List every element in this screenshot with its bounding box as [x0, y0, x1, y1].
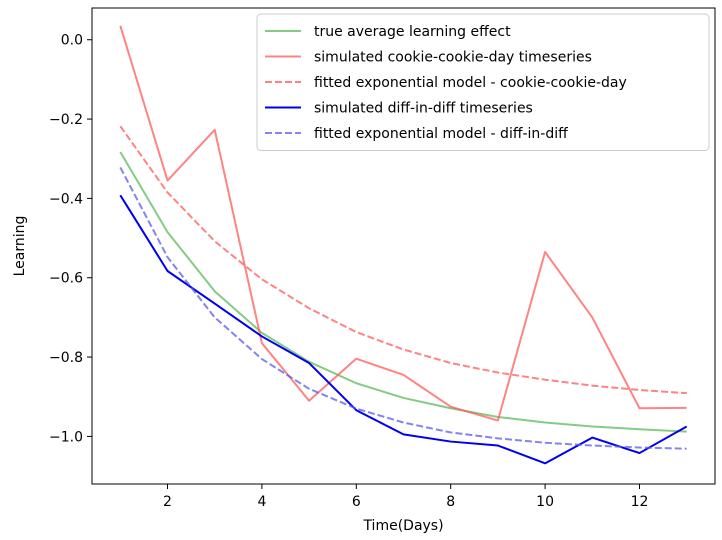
series-line-simulated-diff-in-diff-timeseries [119, 194, 688, 465]
x-tick-label: 8 [446, 494, 455, 510]
legend: true average learning effect simulated co… [256, 13, 710, 151]
legend-box [256, 13, 710, 151]
legend-label-simulated-cookie-cookie-day-timeseries: simulated cookie-cookie-day timeseries [314, 50, 592, 66]
x-tick-label: 6 [352, 494, 361, 510]
x-axis-label: Time(Days) [362, 518, 443, 534]
series-line-fitted-exponential-model-cookie-cookie-day [119, 125, 687, 395]
x-tick-label: 4 [257, 494, 266, 510]
legend-label-simulated-diff-in-diff-timeseries: simulated diff-in-diff timeseries [314, 101, 533, 117]
legend-label-fitted-exponential-model-cookie-cookie-day: fitted exponential model - cookie-cookie… [314, 75, 627, 91]
y-tick-label: −0.8 [49, 350, 83, 366]
series-line-fitted-exponential-model-diff-in-diff [119, 166, 687, 450]
plot-lines [119, 25, 688, 465]
y-tick-label: −1.0 [49, 429, 83, 445]
y-tick-label: −0.6 [49, 271, 83, 287]
y-axis-label: Learning [12, 216, 28, 277]
legend-label-fitted-exponential-model-diff-in-diff: fitted exponential model - diff-in-diff [314, 126, 568, 142]
series-line-simulated-cookie-cookie-day-timeseries [119, 25, 687, 422]
y-axis: 0.0 −0.2 −0.4 −0.6 −0.8 −1.0 [49, 33, 92, 445]
x-tick-label: 10 [536, 494, 554, 510]
y-tick-label: 0.0 [61, 33, 83, 49]
x-axis: 2 4 6 8 10 12 [163, 484, 648, 510]
x-tick-label: 2 [163, 494, 172, 510]
y-tick-label: −0.4 [49, 191, 83, 207]
x-tick-label: 12 [631, 494, 649, 510]
y-tick-label: −0.2 [49, 112, 83, 128]
legend-label-true-average-learning-effect: true average learning effect [314, 24, 511, 40]
plot-frame [91, 7, 716, 485]
series-line-true-average-learning-effect [119, 151, 687, 433]
